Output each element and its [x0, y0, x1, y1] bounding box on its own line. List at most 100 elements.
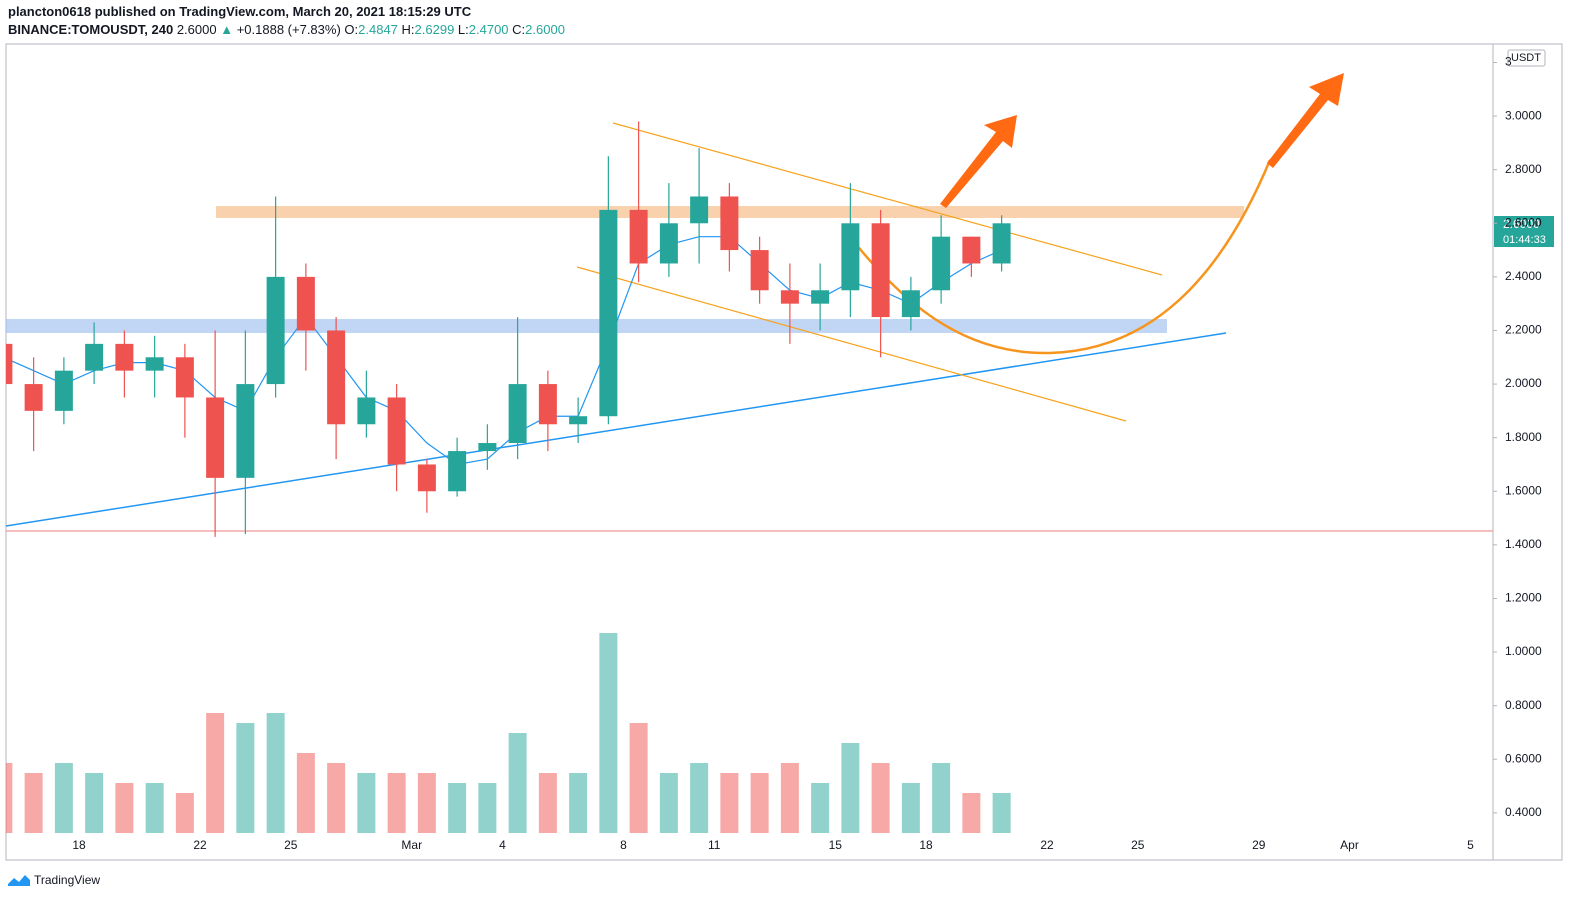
x-tick-label: 15 — [829, 838, 843, 852]
candle-body — [175, 357, 194, 398]
channel-top — [612, 122, 1163, 276]
x-tick-label: 11 — [708, 838, 721, 852]
volume-bar — [992, 793, 1011, 833]
volume-bar — [327, 763, 346, 833]
moving-average — [6, 236, 1002, 466]
volume-bar — [750, 773, 769, 833]
last-price: 2.6000 — [1503, 217, 1540, 231]
candle-body — [24, 384, 43, 411]
high: 2.6299 — [414, 22, 455, 37]
volume-bar — [175, 793, 194, 833]
x-tick-label: 25 — [284, 838, 298, 852]
volume-bar — [478, 783, 497, 833]
candle-body — [85, 343, 104, 371]
volume-bar — [871, 763, 890, 833]
volume-bar — [357, 773, 376, 833]
arrow-up-1 — [940, 115, 1017, 208]
candle-body — [992, 223, 1011, 264]
x-tick-label: 8 — [620, 838, 627, 852]
countdown: 01:44:33 — [1503, 234, 1546, 246]
resistance-zone — [216, 206, 1244, 218]
candle-body — [569, 416, 588, 425]
volume-bar — [54, 763, 73, 833]
volume-bar — [145, 783, 164, 833]
arrow: ▲ — [220, 22, 234, 37]
c-label: C: — [512, 22, 526, 37]
close: 2.6000 — [525, 22, 565, 37]
x-tick-label: 25 — [1131, 838, 1145, 852]
y-tick-label: 3.0000 — [1505, 108, 1542, 122]
low: 2.4700 — [468, 22, 509, 37]
candle-body — [659, 223, 678, 264]
symbol: BINANCE:TOMOUSDT, 240 — [8, 22, 174, 37]
volume-bar — [901, 783, 920, 833]
candle-body — [780, 290, 799, 304]
series — [6, 121, 1011, 833]
rising-trendline — [6, 332, 1227, 527]
x-tick-label: 18 — [919, 838, 933, 852]
y-tick-label: 2.0000 — [1505, 376, 1542, 390]
y-tick-label: 0.6000 — [1505, 751, 1542, 765]
y-tick-label: 1.2000 — [1505, 591, 1542, 605]
x-tick-label: 22 — [1040, 838, 1054, 852]
y-tick-label: 2.6000 — [1505, 215, 1542, 229]
frame — [5, 43, 1563, 861]
last-price-badge — [1494, 216, 1554, 247]
y-tick-label: 0.4000 — [1505, 805, 1542, 819]
candle-body — [538, 384, 557, 425]
volume-bar — [690, 763, 709, 833]
volume-bar — [236, 723, 255, 833]
volume-bar — [720, 773, 739, 833]
x-tick-label: Apr — [1340, 838, 1359, 852]
volume-bar — [932, 763, 951, 833]
candle-body — [206, 397, 225, 478]
byline-row: plancton0618 published on TradingView.co… — [8, 4, 471, 19]
candle-body — [811, 290, 830, 304]
candle-body — [871, 223, 890, 318]
y-tick-label: 1.6000 — [1505, 483, 1542, 497]
volume-bar — [629, 723, 648, 833]
volume-bar — [962, 793, 981, 833]
change: +0.1888 (+7.83%) — [236, 22, 341, 37]
volume-bar — [24, 773, 43, 833]
volume-bar — [599, 633, 618, 833]
volume-bar — [508, 733, 527, 833]
candle-body — [599, 209, 618, 417]
candle-body — [841, 223, 860, 291]
candle-body — [357, 397, 376, 425]
projection-curve — [845, 159, 1272, 355]
candle-body — [478, 443, 497, 452]
brand-logo — [8, 875, 30, 886]
volume-bar — [115, 783, 134, 833]
candle-body — [448, 451, 467, 492]
candle-body — [508, 384, 527, 444]
price: 2.6000 — [176, 22, 217, 37]
x-tick-label: 4 — [499, 838, 506, 852]
currency-badge — [1507, 49, 1546, 67]
y-tick-label: 2.4000 — [1505, 269, 1542, 283]
volume-bar — [811, 783, 830, 833]
volume-bar — [6, 763, 13, 833]
l-label: L: — [457, 22, 469, 37]
candle-body — [236, 384, 255, 478]
y-tick-label: 1.8000 — [1505, 430, 1542, 444]
x-tick-label: 22 — [193, 838, 207, 852]
candle-body — [932, 236, 951, 291]
candle-body — [327, 330, 346, 425]
candle-body — [629, 209, 648, 264]
x-tick-label: 5 — [1467, 838, 1474, 852]
channel-bottom — [576, 266, 1127, 422]
y-tick-label: 2.8000 — [1505, 162, 1542, 176]
volume-bar — [85, 773, 104, 833]
h-label: H: — [401, 22, 415, 37]
volume-bar — [538, 773, 557, 833]
volume-bar — [206, 713, 225, 833]
open: 2.4847 — [358, 22, 398, 37]
y-tick-label: 3 — [1505, 55, 1512, 69]
volume-bar — [569, 773, 588, 833]
candle-body — [387, 397, 406, 465]
candle-body — [115, 343, 134, 371]
volume-bar — [448, 783, 467, 833]
candle-body — [720, 196, 739, 251]
